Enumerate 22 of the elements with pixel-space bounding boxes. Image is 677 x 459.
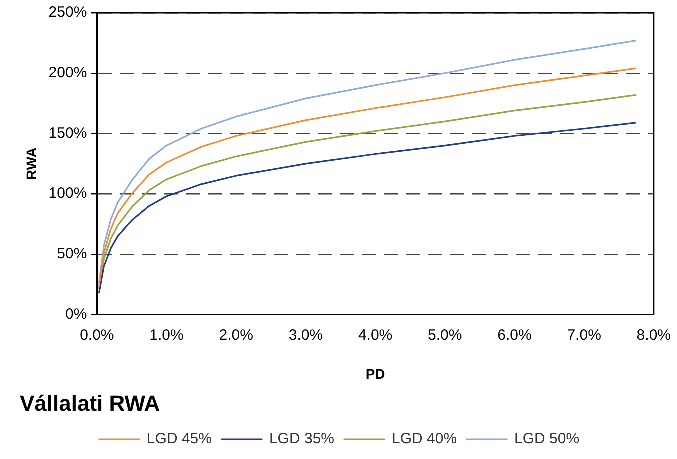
x-axis-title: PD: [366, 366, 386, 382]
y-tick-label: 150%: [48, 124, 88, 142]
y-axis-title: RWA: [23, 148, 40, 180]
legend-label: LGD 50%: [514, 430, 580, 448]
x-tick-label: 5.0%: [428, 326, 462, 344]
x-tick-label: 0.0%: [80, 326, 114, 344]
x-tick-label: 1.0%: [150, 326, 184, 344]
legend-label: LGD 35%: [269, 430, 335, 448]
y-tick-label: 250%: [48, 4, 88, 22]
x-tick-label: 7.0%: [567, 326, 602, 344]
legend-label: LGD 40%: [392, 430, 458, 448]
x-tick-label: 4.0%: [358, 326, 393, 344]
x-tick-label: 8.0%: [636, 326, 672, 344]
y-tick-label: 200%: [48, 64, 88, 82]
legend-label: LGD 45%: [146, 430, 212, 448]
y-tick-label: 0%: [65, 306, 88, 323]
y-tick-label: 100%: [48, 185, 88, 202]
x-tick-label: 2.0%: [219, 326, 254, 344]
x-tick-label: 6.0%: [498, 326, 532, 344]
x-tick-label: 3.0%: [288, 326, 324, 344]
y-tick-label: 50%: [57, 246, 88, 263]
text: Vállalati RWA: [20, 390, 160, 416]
